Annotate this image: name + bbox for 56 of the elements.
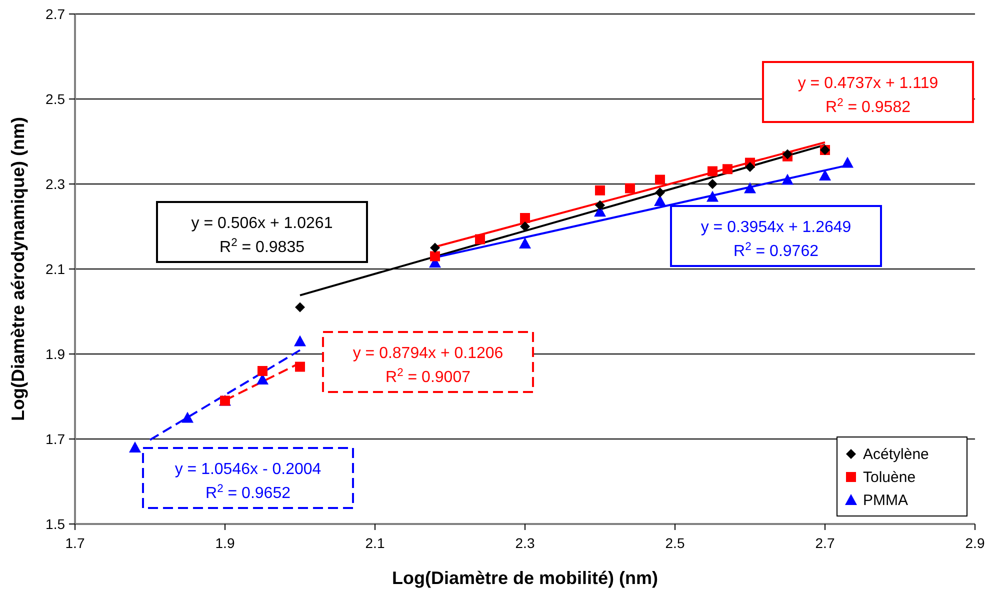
- x-tick-label: 1.9: [215, 535, 235, 551]
- annotation: y = 0.3954x + 1.2649 R$^{2}$ = 0.9762: [700, 219, 852, 260]
- x-tick-label: 2.1: [365, 535, 385, 551]
- point: [520, 213, 530, 223]
- legend-label: Acétylène: [863, 446, 929, 463]
- equation-box: y = 0.4737x + 1.119 R$^{2}$ = 0.9582: [762, 61, 974, 123]
- point: [655, 188, 665, 198]
- point: [295, 362, 305, 372]
- y-tick-label: 2.1: [46, 261, 66, 277]
- point: [819, 170, 831, 180]
- x-tick-label: 2.3: [515, 535, 535, 551]
- point: [475, 234, 485, 244]
- point: [520, 222, 530, 232]
- y-axis-title: Log(Diamètre aérodynamique) (nm): [8, 116, 28, 422]
- x-tick-label: 2.9: [965, 535, 985, 551]
- equation-box: y = 0.8794x + 0.1206 R$^{2}$ = 0.9007: [322, 331, 534, 393]
- equation-box: y = 0.3954x + 1.2649 R$^{2}$ = 0.9762: [670, 205, 882, 267]
- point: [519, 238, 531, 248]
- annotation: y = 0.8794x + 0.1206 R$^{2}$ = 0.9007: [352, 345, 504, 386]
- point: [625, 183, 635, 194]
- y-tick-label: 1.5: [46, 516, 66, 532]
- point: [706, 190, 718, 202]
- equation-box: y = 0.506x + 1.0261 R$^{2}$ = 0.9835: [156, 201, 368, 263]
- point: [430, 251, 440, 262]
- annotation: y = 1.0546x - 0.2004 R$^{2}$ = 0.9652: [174, 461, 322, 502]
- point: [782, 174, 794, 185]
- legend-label: Toluène: [863, 469, 916, 486]
- x-tick-label: 2.7: [815, 535, 835, 551]
- point: [258, 366, 268, 376]
- point: [708, 179, 718, 189]
- point: [654, 195, 666, 206]
- x-tick-label: 2.5: [665, 535, 685, 551]
- point: [708, 166, 718, 176]
- annotation: y = 0.506x + 1.0261 R$^{2}$ = 0.9835: [191, 215, 333, 256]
- x-axis-title: Log(Diamètre de mobilité) (nm): [392, 568, 658, 588]
- point: [295, 302, 305, 312]
- y-tick-label: 2.7: [46, 6, 66, 22]
- point: [595, 185, 605, 196]
- y-tick-label: 1.9: [46, 346, 66, 362]
- point: [745, 162, 755, 172]
- y-tick-label: 2.3: [46, 176, 66, 192]
- point: [842, 156, 854, 168]
- legend-label: PMMA: [863, 492, 908, 509]
- annotation: y = 0.4737x + 1.119 R$^{2}$ = 0.9582: [798, 75, 938, 116]
- point: [294, 335, 306, 346]
- point: [129, 442, 141, 452]
- point: [595, 200, 605, 210]
- point: [655, 174, 665, 185]
- point: [430, 242, 440, 253]
- y-tick-label: 2.5: [46, 91, 66, 107]
- equation-box: y = 1.0546x - 0.2004 R$^{2}$ = 0.9652: [142, 447, 354, 509]
- point: [744, 182, 756, 194]
- point: [722, 164, 732, 174]
- y-tick-label: 1.7: [46, 431, 66, 447]
- x-tick-label: 1.7: [65, 535, 85, 551]
- point: [182, 412, 194, 423]
